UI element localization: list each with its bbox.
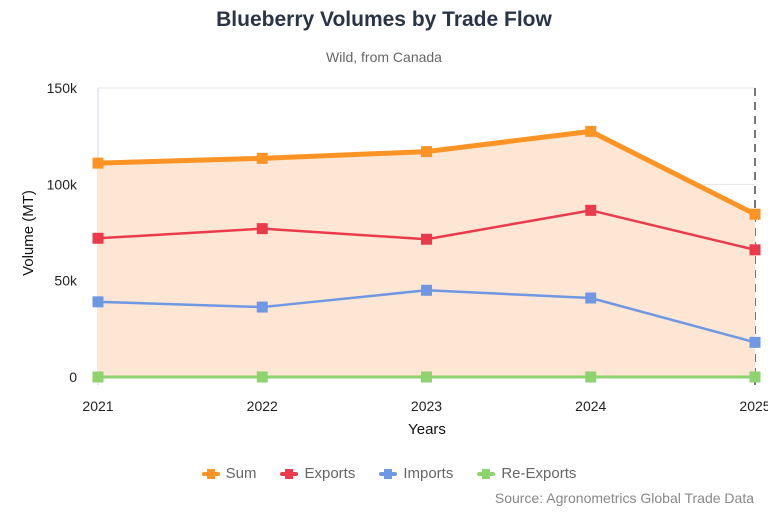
legend-label: Exports: [304, 465, 356, 482]
chart-subtitle: Wild, from Canada: [326, 49, 442, 65]
data-point-imports: [92, 296, 104, 308]
legend-item-imports[interactable]: Imports: [379, 465, 453, 482]
y-tick-label: 150k: [47, 80, 78, 96]
data-point-sum: [421, 146, 432, 158]
legend-label: Sum: [225, 465, 257, 482]
legend-item-re-exports[interactable]: Re-Exports: [477, 465, 576, 482]
y-tick-label: 100k: [47, 176, 78, 192]
data-point-exports: [585, 204, 597, 216]
x-axis-label: Years: [408, 421, 446, 438]
data-point-sum: [256, 152, 268, 164]
legend-item-exports[interactable]: Exports: [280, 465, 355, 482]
y-axis-ticks: 0 50k 100k 150k: [47, 80, 78, 385]
legend-item-sum[interactable]: Sum: [201, 465, 257, 482]
series-lines: [92, 125, 761, 383]
legend-swatch-icon: [280, 468, 299, 479]
data-point-sum: [92, 157, 104, 169]
legend-label: Re-Exports: [501, 465, 577, 482]
x-tick-label: 2022: [247, 398, 278, 414]
data-point-re-exports: [92, 371, 104, 383]
data-point-exports: [749, 244, 761, 256]
chart-title: Blueberry Volumes by Trade Flow: [216, 8, 552, 31]
legend-swatch-icon: [201, 468, 220, 479]
area-sum: [98, 131, 755, 377]
y-tick-label: 0: [69, 369, 77, 385]
x-tick-label: 2024: [575, 398, 606, 414]
source-note: Source: Agronometrics Global Trade Data: [494, 490, 754, 506]
data-point-imports: [256, 301, 268, 313]
x-tick-label: 2025: [739, 398, 768, 414]
data-point-re-exports: [421, 371, 432, 383]
data-point-imports: [749, 336, 761, 348]
data-point-sum: [585, 125, 597, 137]
x-tick-label: 2023: [411, 398, 442, 414]
data-point-exports: [256, 223, 268, 235]
data-point-re-exports: [256, 371, 268, 383]
data-point-exports: [421, 233, 432, 245]
area-fill: [98, 131, 755, 377]
y-axis-label: Volume (MT): [20, 190, 37, 276]
data-point-sum: [749, 208, 761, 220]
data-point-imports: [421, 284, 432, 296]
y-tick-label: 50k: [54, 273, 78, 289]
legend-label: Imports: [403, 465, 454, 482]
data-point-imports: [585, 292, 597, 304]
data-point-re-exports: [749, 371, 761, 383]
legend: Sum Exports Imports Re-Exports: [0, 465, 768, 482]
legend-swatch-icon: [477, 468, 496, 479]
x-tick-label: 2021: [82, 398, 113, 414]
data-point-re-exports: [585, 371, 597, 383]
x-axis-ticks: 2021 2022 2023 2024 2025: [82, 398, 768, 414]
legend-swatch-icon: [379, 468, 398, 479]
data-point-exports: [92, 232, 104, 244]
